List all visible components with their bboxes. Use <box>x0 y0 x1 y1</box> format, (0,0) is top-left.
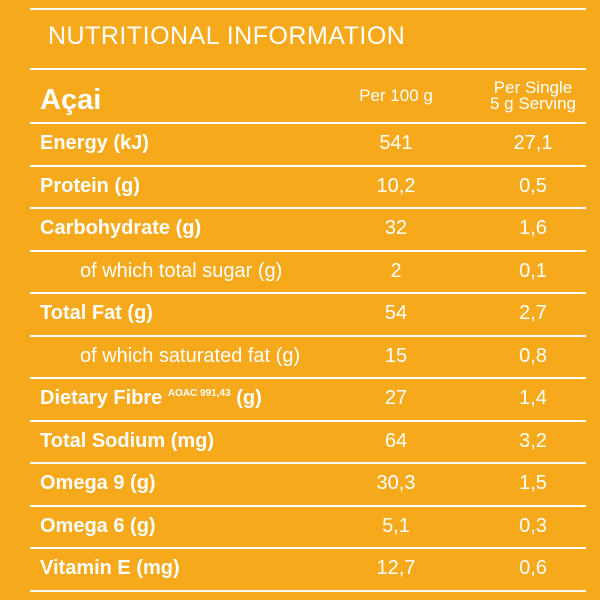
label-text: Energy (kJ) <box>40 132 149 155</box>
row-label: Dietary Fibre AOAC 991,43 (g) <box>40 388 262 408</box>
rule <box>30 504 586 507</box>
rule <box>30 292 586 294</box>
per-100g-value: 541 <box>379 132 413 155</box>
per-serving-value: 0,8 <box>519 344 547 367</box>
per-100g-value: 30,3 <box>376 472 416 495</box>
rule <box>30 462 586 464</box>
title: NUTRITIONAL INFORMATION <box>48 22 406 50</box>
product-name: Açai <box>40 84 102 116</box>
per-100g-value: 64 <box>384 429 408 452</box>
row-label: Total Fat (g) <box>40 303 153 323</box>
per-serving-value: 0,3 <box>519 514 547 537</box>
row-label: of which saturated fat (g) <box>80 346 300 366</box>
row-label: Total Sodium (mg) <box>40 431 214 451</box>
row-label: Protein (g) <box>40 176 140 196</box>
row-label: Omega 6 (g) <box>40 516 156 536</box>
label-text: of which saturated fat (g) <box>80 344 301 367</box>
label-text: Protein (g) <box>40 174 140 197</box>
column-header: Per Single 5 g Serving <box>490 78 576 113</box>
label-text: Vitamin E (mg) <box>40 557 180 580</box>
label-text: of which total sugar (g) <box>80 259 283 282</box>
row-label: Omega 9 (g) <box>40 473 156 493</box>
label-text: Omega 6 (g) <box>40 514 156 537</box>
unit: (g) <box>236 387 262 410</box>
rule <box>30 334 586 337</box>
per-serving-value: 0,1 <box>519 259 547 282</box>
label-text: Omega 9 (g) <box>40 472 156 495</box>
per-serving-value: 27,1 <box>513 132 553 155</box>
rule <box>30 164 586 167</box>
per-serving-value: 0,6 <box>519 557 547 580</box>
per-serving-value: 1,6 <box>519 217 547 240</box>
per-100g-value: 5,1 <box>382 514 410 537</box>
rule <box>30 68 586 70</box>
method-note: AOAC 991,43 <box>167 388 231 400</box>
column-header: Per 100 g <box>359 86 433 105</box>
row-label: of which total sugar (g) <box>80 261 282 281</box>
per-100g-value: 2 <box>390 259 402 282</box>
per-serving-value: 2,7 <box>519 302 547 325</box>
per-serving-value: 3,2 <box>519 429 547 452</box>
rule <box>30 589 586 592</box>
row-label: Carbohydrate (g) <box>40 218 201 238</box>
per-100g-value: 32 <box>384 217 408 240</box>
per-100g-value: 12,7 <box>376 557 416 580</box>
rule <box>30 419 586 422</box>
rule <box>30 249 586 252</box>
rule <box>30 377 586 379</box>
row-label: Energy (kJ) <box>40 133 149 153</box>
label-text: Dietary Fibre <box>40 387 163 410</box>
per-serving-value: 1,4 <box>519 387 547 410</box>
label-text: Carbohydrate (g) <box>40 217 202 240</box>
rule <box>30 547 586 549</box>
per-serving-value: 1,5 <box>519 472 547 495</box>
per-100g-value: 10,2 <box>376 174 416 197</box>
per-100g-value: 54 <box>384 302 408 325</box>
per-serving-value: 0,5 <box>519 174 547 197</box>
label-text: Total Fat (g) <box>40 302 153 325</box>
row-label: Vitamin E (mg) <box>40 558 180 578</box>
rule <box>30 122 586 124</box>
rule <box>30 8 586 10</box>
per-100g-value: 27 <box>384 387 408 410</box>
rule <box>30 207 586 209</box>
per-100g-value: 15 <box>384 344 408 367</box>
label-text: Total Sodium (mg) <box>40 429 215 452</box>
